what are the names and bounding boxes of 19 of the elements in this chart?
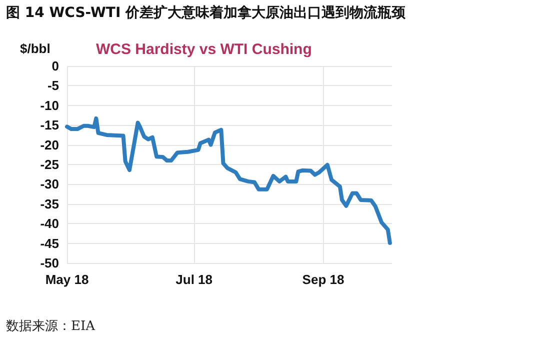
x-tick-label: May 18 xyxy=(45,272,89,287)
y-tick-label: 0 xyxy=(52,58,59,74)
y-tick-label: -10 xyxy=(40,98,59,113)
y-tick-label: -40 xyxy=(40,216,59,232)
line-series xyxy=(65,116,392,245)
y-tick-label: -15 xyxy=(40,118,59,133)
x-tick-label: Jul 18 xyxy=(176,272,213,287)
y-axis-title: $/bbl xyxy=(20,41,50,56)
y-tick-label: -25 xyxy=(40,157,59,172)
y-tick-label: -50 xyxy=(40,256,59,270)
y-tick-label: -5 xyxy=(47,78,59,94)
chart-title: 图 14 WCS-WTI 价差扩大意味着加拿大原油出口遇到物流瓶颈 xyxy=(6,4,407,21)
source-note: 数据来源：EIA xyxy=(6,319,96,334)
y-tick-label: -20 xyxy=(40,137,59,152)
y-tick-label: -35 xyxy=(40,196,59,212)
chart-subtitle: WCS Hardisty vs WTI Cushing xyxy=(96,41,312,58)
x-tick-label: Sep 18 xyxy=(302,272,344,287)
y-tick-label: -30 xyxy=(40,176,59,192)
y-tick-label: -45 xyxy=(40,236,59,251)
